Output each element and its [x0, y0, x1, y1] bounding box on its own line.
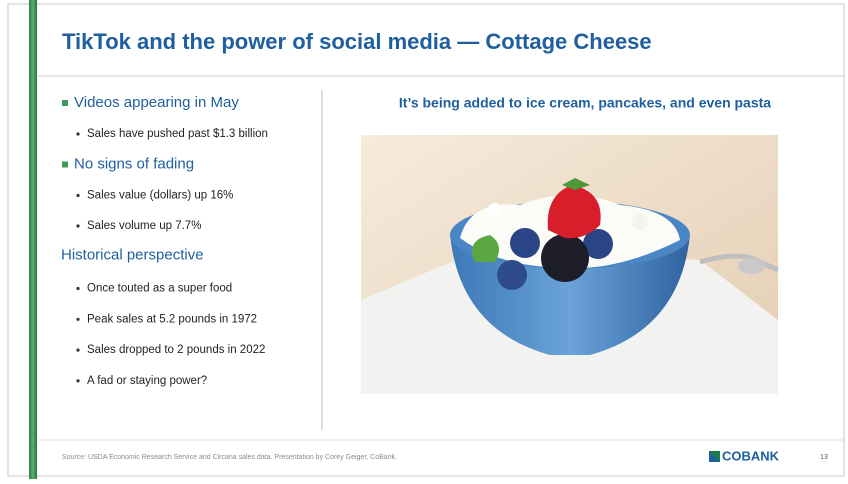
- sub-bullet: [76, 194, 79, 197]
- bullet-text: Videos appearing in May: [74, 94, 239, 111]
- image-heading: It’s being added to ice cream, pancakes,…: [399, 95, 771, 111]
- section-heading: Historical perspective: [61, 246, 204, 263]
- cottage-cheese-photo: [361, 135, 778, 394]
- source-note: Source: USDA Economic Research Service a…: [62, 454, 397, 461]
- slide: TikTok and the power of social media — C…: [0, 0, 848, 479]
- sub-bullet-text: Sales value (dollars) up 16%: [87, 190, 233, 202]
- sub-bullet: [76, 224, 79, 227]
- sub-bullet-text: Peak sales at 5.2 pounds in 1972: [87, 313, 257, 325]
- sub-bullet: [76, 349, 79, 352]
- sub-bullet-text: Sales volume up 7.7%: [87, 220, 201, 232]
- sub-bullet: [76, 379, 79, 382]
- sub-bullet-text: A fad or staying power?: [87, 375, 207, 387]
- sub-bullet-text: Once touted as a super food: [87, 283, 232, 295]
- sub-bullet: [76, 318, 79, 321]
- sub-bullet: [76, 287, 79, 290]
- square-bullet: [62, 162, 68, 168]
- logo-text: COBANK: [722, 448, 780, 463]
- bullet-text: No signs of fading: [74, 155, 194, 172]
- sub-bullet: [76, 132, 79, 135]
- sub-bullet-text: Sales have pushed past $1.3 billion: [87, 128, 268, 140]
- sub-bullet-text: Sales dropped to 2 pounds in 2022: [87, 344, 265, 356]
- title: TikTok and the power of social media — C…: [62, 29, 652, 54]
- green-stripe: [29, 0, 37, 479]
- page-number: 13: [820, 454, 828, 461]
- square-bullet: [62, 100, 68, 106]
